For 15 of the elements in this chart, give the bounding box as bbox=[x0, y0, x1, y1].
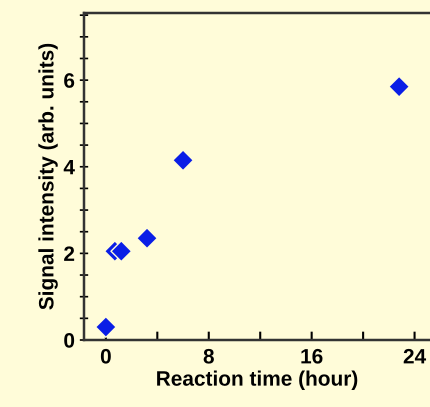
x-tick-label: 8 bbox=[204, 348, 214, 364]
y-axis-title: Signal intensity (arb. units) bbox=[38, 44, 58, 310]
y-tick-label: 0 bbox=[64, 333, 74, 348]
x-tick-label: 0 bbox=[100, 348, 111, 364]
point bbox=[172, 149, 194, 172]
point bbox=[136, 227, 158, 250]
point bbox=[110, 240, 132, 262]
x-tick-label: 24 bbox=[404, 348, 426, 364]
y-tick-label: 4 bbox=[64, 160, 75, 174]
x-tick-label: 16 bbox=[301, 348, 322, 364]
point bbox=[94, 316, 117, 338]
y-tick-label: 6 bbox=[64, 73, 74, 88]
point bbox=[388, 76, 410, 98]
x-axis-title: Reaction time (hour) bbox=[157, 370, 358, 390]
y-tick-label: 2 bbox=[64, 246, 74, 261]
